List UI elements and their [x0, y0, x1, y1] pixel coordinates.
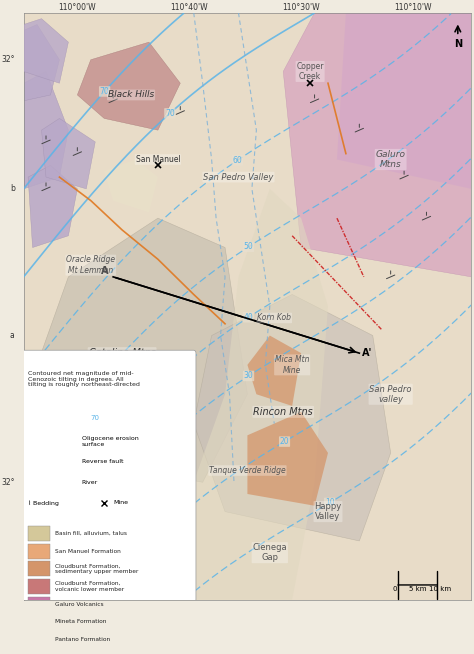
FancyBboxPatch shape [28, 562, 50, 576]
Polygon shape [247, 412, 328, 506]
Polygon shape [24, 13, 471, 600]
Text: 50: 50 [244, 243, 254, 251]
Text: 110°10'W: 110°10'W [394, 3, 432, 12]
Text: A: A [101, 266, 109, 276]
Text: Mine: Mine [113, 500, 128, 506]
Text: 10: 10 [325, 498, 334, 508]
FancyBboxPatch shape [21, 350, 196, 602]
Text: Tanque Verde Ridge: Tanque Verde Ridge [209, 466, 286, 475]
Text: ⌇ Bedding: ⌇ Bedding [28, 500, 59, 506]
Text: Mineta Formation: Mineta Formation [55, 619, 106, 624]
Text: Galuro Volcanics: Galuro Volcanics [55, 602, 104, 606]
Text: Tucson
Basin: Tucson Basin [54, 414, 82, 433]
Text: Copper
Creek: Copper Creek [296, 61, 324, 81]
Text: Catalina Mtns: Catalina Mtns [89, 348, 155, 358]
Polygon shape [77, 42, 180, 130]
Polygon shape [37, 218, 247, 482]
Text: 70: 70 [165, 109, 175, 118]
Text: Cloudburst Formation,
sedimentary upper member: Cloudburst Formation, sedimentary upper … [55, 563, 138, 574]
FancyBboxPatch shape [28, 649, 50, 654]
Text: 32°: 32° [1, 55, 15, 64]
FancyBboxPatch shape [28, 526, 50, 541]
Polygon shape [283, 13, 471, 277]
Polygon shape [28, 165, 77, 247]
Text: 20: 20 [280, 437, 289, 446]
Polygon shape [24, 19, 68, 83]
FancyBboxPatch shape [28, 632, 50, 647]
Text: Cloudburst Formation,
volcanic lower member: Cloudburst Formation, volcanic lower mem… [55, 581, 124, 592]
Text: A': A' [362, 348, 372, 358]
Text: Rincon Mtns: Rincon Mtns [254, 407, 313, 417]
FancyBboxPatch shape [28, 579, 50, 594]
FancyBboxPatch shape [28, 614, 50, 629]
Text: 70: 70 [91, 415, 100, 421]
Text: Oracle Ridge
Mt Lemmon: Oracle Ridge Mt Lemmon [66, 256, 115, 275]
Polygon shape [24, 24, 59, 101]
Polygon shape [247, 336, 301, 406]
FancyBboxPatch shape [28, 596, 50, 611]
Text: 5 km: 5 km [409, 586, 426, 592]
Polygon shape [104, 160, 158, 213]
Text: Pantano Formation: Pantano Formation [55, 637, 110, 642]
Text: 0: 0 [393, 586, 397, 592]
Text: Happy
Valley: Happy Valley [314, 502, 342, 521]
Text: 30: 30 [244, 371, 254, 381]
Text: 70: 70 [100, 87, 109, 96]
Text: River: River [82, 480, 98, 485]
Text: Reverse fault: Reverse fault [82, 459, 123, 464]
Polygon shape [24, 436, 194, 600]
Polygon shape [42, 118, 95, 189]
Text: Mica Mtn
Mine: Mica Mtn Mine [275, 355, 310, 375]
FancyBboxPatch shape [28, 544, 50, 559]
Polygon shape [194, 294, 391, 541]
Polygon shape [180, 189, 328, 600]
Text: 32°: 32° [1, 478, 15, 487]
Text: b: b [10, 184, 15, 194]
Text: 10 km: 10 km [429, 586, 451, 592]
Text: 110°40'W: 110°40'W [171, 3, 208, 12]
Text: 40: 40 [244, 313, 254, 322]
Text: 110°30'W: 110°30'W [283, 3, 320, 12]
Text: San Pedro Valley: San Pedro Valley [203, 173, 273, 182]
Text: Cienega
Gap: Cienega Gap [253, 543, 287, 562]
Text: 60: 60 [232, 156, 242, 165]
Polygon shape [24, 71, 68, 189]
Text: N: N [454, 39, 462, 49]
Text: Galuro
Mtns: Galuro Mtns [376, 150, 406, 169]
Text: Contoured net magnitude of mid-
Cenozoic tilting in degrees. All
tilting is roug: Contoured net magnitude of mid- Cenozoic… [28, 371, 140, 387]
Text: a: a [10, 331, 15, 340]
Polygon shape [337, 13, 471, 189]
Text: Oligocene erosion
surface: Oligocene erosion surface [82, 436, 138, 447]
Text: San Pedro
valley: San Pedro valley [369, 385, 412, 404]
Text: Black Hills: Black Hills [108, 90, 154, 99]
Text: 110°00'W: 110°00'W [58, 3, 96, 12]
Text: Basin fill, alluvium, talus: Basin fill, alluvium, talus [55, 531, 127, 536]
Text: San Manuel Formation: San Manuel Formation [55, 549, 121, 554]
Text: San Manuel: San Manuel [136, 155, 180, 164]
Text: Korn Kob: Korn Kob [257, 313, 292, 322]
